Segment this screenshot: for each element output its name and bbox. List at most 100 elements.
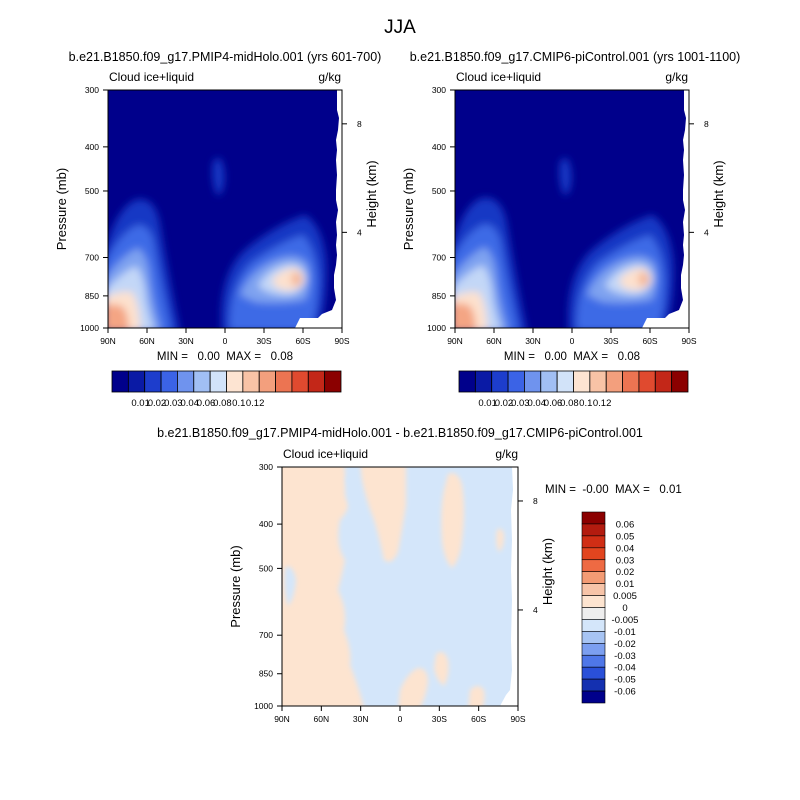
colorbar: 0.060.050.040.030.020.010.0050-0.005-0.0… bbox=[581, 511, 639, 704]
colorbar-box bbox=[307, 370, 326, 393]
x-tick-label: 0 bbox=[570, 336, 575, 346]
colorbar-box bbox=[291, 370, 309, 393]
x-tick-label: 60S bbox=[642, 336, 657, 346]
contour-level-6 bbox=[108, 304, 129, 328]
y-axis-label-right: Height (km) bbox=[711, 160, 726, 227]
height-tick-label: 4 bbox=[704, 227, 709, 237]
x-tick-label: 60N bbox=[139, 336, 155, 346]
height-tick-label: 4 bbox=[533, 605, 538, 615]
contour-field bbox=[455, 90, 689, 328]
y-tick-label: 500 bbox=[259, 563, 273, 573]
colorbar-box bbox=[324, 370, 342, 393]
colorbar-box bbox=[581, 547, 606, 561]
colorbar-box bbox=[474, 370, 493, 393]
y-tick-label: 850 bbox=[432, 291, 446, 301]
colorbar-tick-label: 0.08 bbox=[213, 398, 232, 409]
colorbar-box bbox=[581, 535, 606, 549]
outside-domain-mask bbox=[295, 90, 342, 328]
units-label: g/kg bbox=[665, 70, 688, 84]
colorbar-box bbox=[605, 370, 623, 393]
colorbar-tick-label: 0.1 bbox=[232, 398, 245, 409]
y-tick-label: 300 bbox=[432, 85, 446, 95]
colorbar-tick-label: 0.04 bbox=[180, 398, 199, 409]
contour-level-6 bbox=[291, 272, 302, 287]
colorbar-box bbox=[581, 523, 606, 537]
y-tick-label: 400 bbox=[85, 142, 99, 152]
x-tick-label: 30N bbox=[525, 336, 541, 346]
x-tick-label: 60S bbox=[295, 336, 310, 346]
negative-anomaly-region bbox=[345, 474, 359, 512]
variable-label: Cloud ice+liquid bbox=[283, 447, 368, 461]
variable-label: Cloud ice+liquid bbox=[109, 70, 194, 84]
colorbar-box bbox=[581, 631, 606, 644]
y-tick-label: 1000 bbox=[254, 701, 273, 711]
y-axis-label: Pressure (mb) bbox=[228, 545, 243, 627]
colorbar-box bbox=[581, 654, 606, 668]
colorbar-box bbox=[524, 370, 542, 393]
y-tick-label: 700 bbox=[85, 252, 99, 262]
colorbar-box bbox=[556, 370, 574, 393]
height-tick-label: 8 bbox=[533, 496, 538, 506]
positive-anomaly-region bbox=[282, 467, 364, 706]
colorbar-box bbox=[581, 678, 606, 692]
panel-difference: b.e21.B1850.f09_g17.PMIP4-midHolo.001 - … bbox=[157, 426, 682, 724]
stats-label: MIN = -0.00 MAX = 0.01 bbox=[545, 484, 682, 496]
colorbar-box bbox=[581, 571, 606, 584]
x-tick-label: 30N bbox=[353, 714, 369, 724]
colorbar-box bbox=[458, 370, 476, 393]
colorbar-tick-label: -0.03 bbox=[614, 651, 636, 662]
x-tick-label: 0 bbox=[223, 336, 228, 346]
x-tick-label: 30S bbox=[432, 714, 447, 724]
colorbar: 0.010.020.030.040.060.08 0.1 0.12 bbox=[111, 370, 342, 409]
colorbar-tick-label: -0.01 bbox=[614, 627, 636, 638]
panel-midholo: b.e21.B1850.f09_g17.PMIP4-midHolo.001 (y… bbox=[54, 50, 381, 409]
figure-title: JJA bbox=[384, 17, 416, 38]
positive-anomaly-region bbox=[360, 467, 406, 562]
colorbar-tick-label: 0.01 bbox=[478, 398, 497, 409]
colorbar-tick-label: 0.06 bbox=[616, 519, 635, 530]
x-tick-label: 60S bbox=[471, 714, 486, 724]
colorbar-box bbox=[671, 370, 689, 393]
x-tick-label: 0 bbox=[398, 714, 403, 724]
colorbar-box bbox=[160, 370, 178, 393]
colorbar-box bbox=[581, 619, 606, 632]
y-tick-label: 700 bbox=[432, 252, 446, 262]
x-tick-label: 90N bbox=[447, 336, 463, 346]
y-axis-label: Pressure (mb) bbox=[401, 168, 416, 250]
contour-field bbox=[108, 90, 342, 328]
colorbar-box bbox=[589, 370, 607, 393]
panel-title: b.e21.B1850.f09_g17.PMIP4-midHolo.001 - … bbox=[157, 426, 643, 440]
colorbar-box bbox=[275, 370, 293, 393]
colorbar-tick-label: 0.02 bbox=[148, 398, 167, 409]
colorbar-tick-label: -0.005 bbox=[612, 615, 639, 626]
contour-level-1 bbox=[559, 157, 572, 196]
colorbar-tick-label: 0.03 bbox=[511, 398, 530, 409]
panel-picontrol: b.e21.B1850.f09_g17.CMIP6-piControl.001 … bbox=[401, 50, 740, 409]
y-tick-label: 700 bbox=[259, 630, 273, 640]
x-tick-label: 90N bbox=[274, 714, 290, 724]
y-tick-label: 300 bbox=[85, 85, 99, 95]
colorbar-tick-label: 0.05 bbox=[616, 531, 635, 542]
x-tick-label: 30S bbox=[603, 336, 618, 346]
colorbar-tick-label: 0.06 bbox=[544, 398, 563, 409]
colorbar-tick-label: 0.02 bbox=[495, 398, 514, 409]
x-tick-label: 90S bbox=[510, 714, 525, 724]
colorbar-box bbox=[581, 583, 606, 596]
y-tick-label: 850 bbox=[85, 291, 99, 301]
colorbar-tick-label: 0 bbox=[622, 603, 627, 614]
positive-anomaly-region bbox=[468, 686, 485, 706]
y-axis-label-right: Height (km) bbox=[364, 160, 379, 227]
colorbar-box bbox=[111, 370, 129, 393]
y-tick-label: 1000 bbox=[80, 323, 99, 333]
colorbar-box bbox=[581, 595, 606, 608]
colorbar-box bbox=[491, 370, 509, 393]
colorbar-box bbox=[581, 666, 606, 680]
x-tick-label: 60N bbox=[486, 336, 502, 346]
outside-domain-mask bbox=[642, 90, 689, 328]
colorbar-tick-label: 0.04 bbox=[527, 398, 546, 409]
outside-domain-mask bbox=[500, 467, 518, 706]
positive-anomaly-region bbox=[496, 528, 504, 552]
colorbar-box bbox=[209, 370, 227, 393]
axes: 90N 60N 30N 0 30S 60S 90S 300 400 500 700 850 1000 8 4… bbox=[401, 85, 726, 346]
